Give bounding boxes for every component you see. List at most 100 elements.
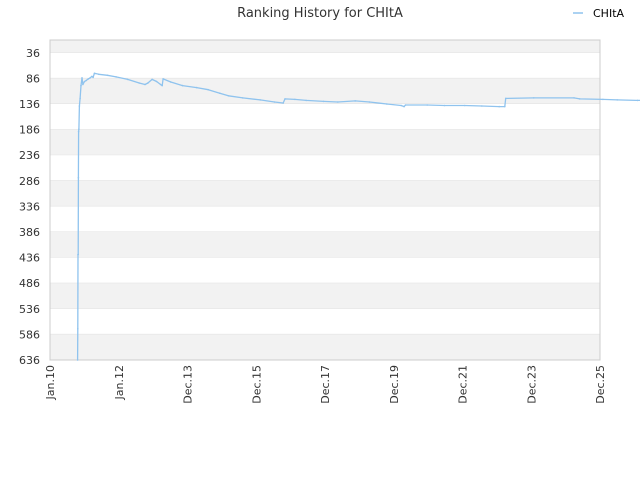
data-point (368, 101, 371, 103)
x-tick-label: Dec.17 (319, 365, 332, 404)
data-point (78, 128, 80, 130)
plot-band (50, 104, 600, 130)
data-point (77, 130, 80, 133)
plot-band (50, 180, 600, 207)
data-point (79, 97, 81, 100)
y-tick-label: 336 (19, 200, 40, 213)
data-point (115, 76, 117, 78)
data-point (89, 77, 91, 79)
y-tick-label: 586 (19, 328, 40, 341)
data-point (159, 83, 162, 86)
data-point (579, 98, 581, 100)
data-point (77, 176, 80, 179)
y-tick-label: 486 (19, 277, 40, 290)
plot-band (50, 206, 600, 232)
data-point (76, 359, 79, 361)
data-point (636, 99, 639, 102)
data-point (138, 82, 140, 84)
data-point (305, 99, 308, 102)
y-axis: 36 86 136 186 236 286 336 386 436 486 536 586 636 (19, 47, 40, 367)
data-point (81, 77, 83, 79)
data-point (82, 83, 84, 86)
data-point (80, 84, 82, 87)
data-point (404, 104, 407, 106)
plot-band (50, 52, 600, 79)
x-tick-label: Dec.21 (457, 365, 470, 404)
y-tick-label: 536 (19, 303, 40, 316)
y-tick-label: 386 (19, 226, 40, 239)
data-point (403, 105, 405, 108)
data-point (616, 99, 618, 101)
x-tick-label: Dec.13 (182, 365, 195, 404)
data-point (227, 95, 230, 97)
plot-band (50, 129, 600, 156)
data-point (126, 78, 129, 81)
plot-band (50, 257, 600, 284)
data-point (170, 81, 172, 83)
plot-bands (50, 40, 600, 361)
data-point (98, 73, 100, 76)
plot-band (50, 334, 600, 360)
data-point (87, 78, 90, 80)
y-tick-label: 36 (26, 47, 40, 60)
data-point (282, 102, 285, 104)
data-point (83, 80, 86, 83)
data-point (162, 78, 164, 80)
data-point (195, 86, 198, 89)
plot-band (50, 308, 600, 335)
data-point (161, 84, 163, 87)
y-tick-label: 636 (19, 354, 40, 367)
data-point (400, 104, 403, 107)
series-layer (76, 72, 640, 361)
legend-label: CHItA (593, 7, 625, 20)
data-point (93, 72, 96, 75)
data-point (481, 105, 483, 107)
plot-area (49, 39, 601, 361)
data-point (219, 92, 221, 94)
data-point (85, 79, 88, 82)
plot-band (50, 155, 600, 181)
data-point (533, 97, 535, 99)
plot-band (50, 40, 600, 53)
x-axis: Jan.10 Jan.12 Dec.13 Dec.15 Dec.17 Dec.19 Dec.… (44, 365, 607, 404)
data-point (144, 83, 146, 86)
data-point (354, 100, 357, 102)
data-point (386, 103, 388, 105)
plot-band (50, 78, 600, 104)
data-point (337, 101, 339, 103)
data-point (284, 98, 286, 100)
data-point (77, 328, 79, 330)
x-tick-label: Dec.23 (525, 365, 538, 404)
data-point (294, 98, 296, 101)
data-point (602, 98, 604, 101)
data-point (259, 99, 262, 101)
y-tick-label: 286 (19, 175, 40, 188)
plot-band (50, 232, 600, 258)
data-point (155, 80, 158, 83)
x-tick-label: Jan.10 (44, 365, 57, 400)
data-point (426, 104, 429, 106)
y-tick-label: 436 (19, 252, 40, 265)
data-point (504, 105, 506, 108)
data-point (151, 78, 153, 81)
data-point (504, 97, 507, 100)
data-point (443, 104, 446, 107)
y-tick-label: 236 (19, 149, 40, 162)
data-point (78, 105, 81, 107)
data-point (273, 101, 276, 103)
x-tick-label: Dec.15 (250, 365, 263, 404)
y-tick-label: 136 (19, 98, 40, 111)
x-tick-label: Dec.19 (388, 365, 401, 404)
data-point (242, 97, 244, 99)
chart-title: Ranking History for CHItA (237, 6, 403, 21)
y-tick-label: 86 (26, 72, 40, 85)
data-point (92, 76, 94, 79)
plot-band (50, 283, 600, 309)
data-point (573, 97, 575, 99)
legend: CHItA (573, 7, 625, 20)
data-point (91, 75, 93, 78)
data-point (77, 253, 79, 256)
data-point (106, 74, 109, 77)
data-point (463, 104, 466, 107)
